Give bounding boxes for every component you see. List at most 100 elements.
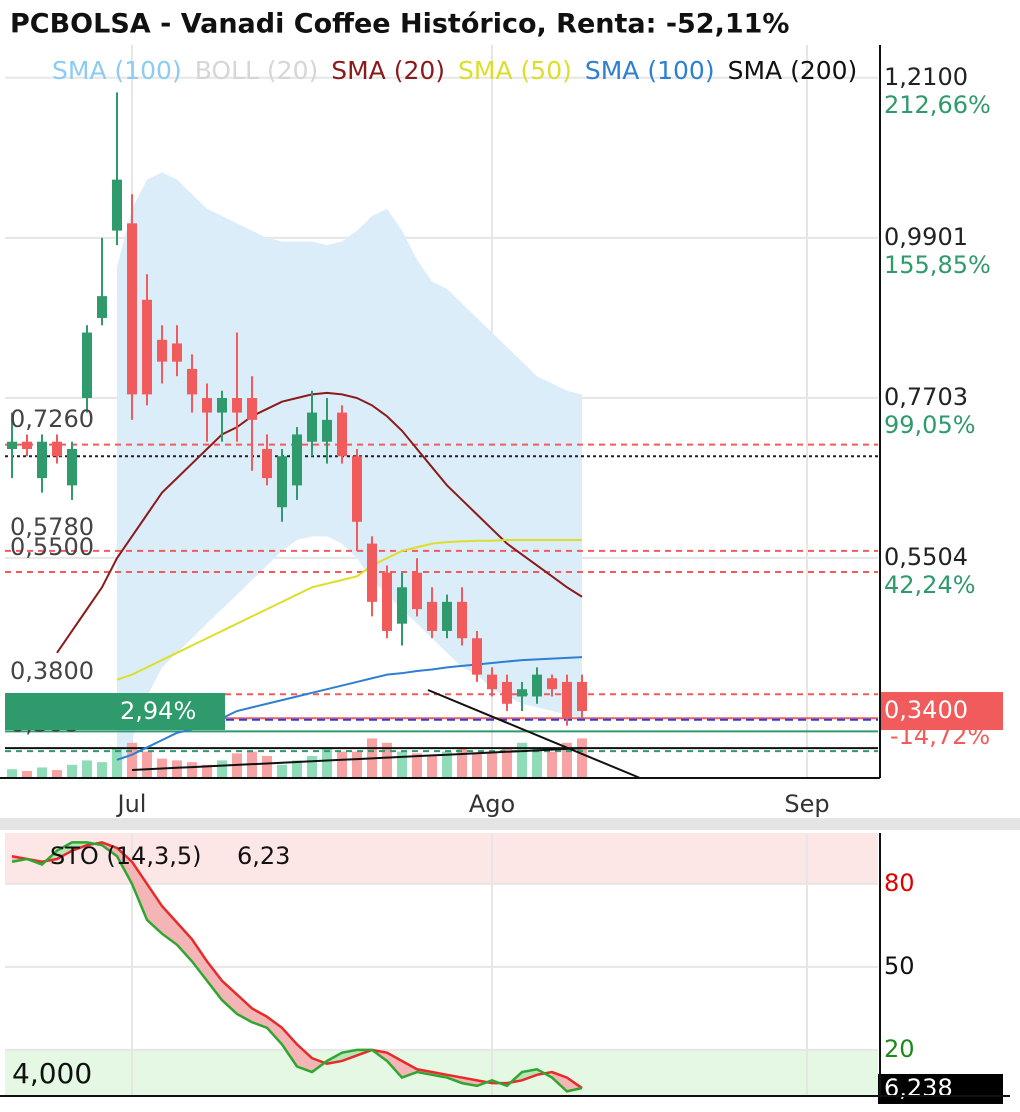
- current-box: [878, 1073, 1003, 1104]
- candle-body: [247, 398, 257, 420]
- candle-body: [322, 419, 332, 442]
- volume-bar: [7, 769, 17, 778]
- x-tick-label: Ago: [469, 790, 515, 818]
- title-bg: [0, 4, 878, 42]
- candle-body: [562, 681, 572, 719]
- legend-entry: SMA (200): [728, 56, 858, 85]
- candle-body: [217, 398, 227, 413]
- candle-body: [52, 441, 62, 457]
- candle-body: [82, 332, 92, 399]
- candle-body: [262, 448, 272, 479]
- level-label: 0,3800: [10, 657, 94, 685]
- volume-bar: [382, 742, 392, 778]
- stochastic-fill: [147, 883, 162, 934]
- volume-bar: [307, 756, 317, 778]
- y-tick-return: 155,85%: [884, 251, 991, 279]
- volume-bar: [397, 751, 407, 778]
- stochastic-fill: [297, 1044, 312, 1073]
- candle-body: [577, 681, 587, 712]
- moving-average: [56, 391, 583, 654]
- volume-bar: [112, 747, 122, 778]
- volume-bar: [547, 751, 557, 778]
- candle-body: [67, 448, 77, 486]
- legend-entry: SMA (100): [585, 56, 715, 85]
- volume-bar: [172, 760, 182, 778]
- candle-body: [277, 456, 287, 508]
- legend-entry: SMA (50): [458, 56, 572, 85]
- volume-bar: [487, 751, 497, 778]
- moving-average: [131, 747, 583, 771]
- candle-body: [547, 678, 557, 690]
- candle-body: [292, 434, 302, 486]
- volume-bar: [427, 756, 437, 778]
- y-tick-return: 99,05%: [884, 411, 976, 439]
- volume-bar: [127, 742, 137, 778]
- y-tick-label: 20: [884, 1035, 915, 1063]
- volume-bar: [37, 767, 47, 778]
- stochastic-fill: [267, 1016, 282, 1045]
- candle-body: [142, 299, 152, 395]
- candle-body: [37, 441, 47, 479]
- volume-bar: [82, 760, 92, 778]
- stochastic-fill: [222, 980, 237, 1014]
- badge-label: 2,94%: [120, 697, 196, 725]
- x-tick-label: Sep: [784, 790, 829, 818]
- last-price-box: [880, 692, 1003, 731]
- volume-bar: [97, 762, 107, 778]
- volume-bar: [337, 751, 347, 778]
- y-tick-label: 0,7703: [884, 383, 968, 411]
- stochastic-fill: [207, 961, 222, 1001]
- volume-bar: [562, 742, 572, 778]
- candle-body: [367, 543, 377, 602]
- y-tick-return: 212,66%: [884, 91, 991, 119]
- volume-bar: [322, 747, 332, 778]
- zone: [5, 833, 878, 884]
- last-return: -14,72%: [890, 722, 990, 750]
- candle-body: [172, 343, 182, 362]
- zone: [5, 1049, 878, 1095]
- moving-average: [116, 538, 582, 681]
- candle-body: [412, 572, 422, 610]
- panel-title: STO (14,3,5): [50, 842, 201, 870]
- y-tick-label: 0,5504: [884, 543, 968, 571]
- y-tick-label: 50: [884, 952, 915, 980]
- level-label: 0,7260: [10, 405, 94, 433]
- candle-body: [502, 681, 512, 704]
- candle-body: [112, 179, 122, 231]
- trend-line: [427, 689, 641, 779]
- candle-body: [22, 441, 32, 449]
- stochastic-k: [11, 841, 583, 1093]
- candle-body: [187, 368, 197, 395]
- stochastic-fill: [177, 922, 192, 962]
- panel-value: 6,23: [237, 842, 290, 870]
- candle-body: [382, 572, 392, 631]
- volume-bar: [292, 760, 302, 778]
- candle-body: [532, 674, 542, 697]
- candle-body: [337, 412, 347, 457]
- candle-body: [127, 223, 137, 395]
- volume-bar: [217, 760, 227, 778]
- volume-bar: [412, 753, 422, 778]
- y-tick-return: 42,24%: [884, 571, 976, 599]
- legend-entry: BOLL (20): [195, 56, 319, 85]
- candle-body: [202, 398, 212, 413]
- volume-bar: [22, 770, 32, 778]
- stochastic-fill: [57, 842, 72, 860]
- y-tick-label: 1,2100: [884, 63, 968, 91]
- volume-bar: [277, 764, 287, 778]
- candle-body: [97, 296, 107, 318]
- volume-bar: [142, 751, 152, 778]
- volume-bar: [67, 764, 77, 778]
- level-label: 0,5500: [10, 533, 94, 561]
- volume-bar: [187, 762, 197, 778]
- volume-bar: [442, 751, 452, 778]
- stochastic-fill: [282, 1027, 297, 1067]
- candle-body: [232, 398, 242, 413]
- stochastic-fill: [132, 861, 147, 920]
- volume-bar: [472, 753, 482, 778]
- volume-bar: [457, 747, 467, 778]
- volume-bar: [517, 742, 527, 778]
